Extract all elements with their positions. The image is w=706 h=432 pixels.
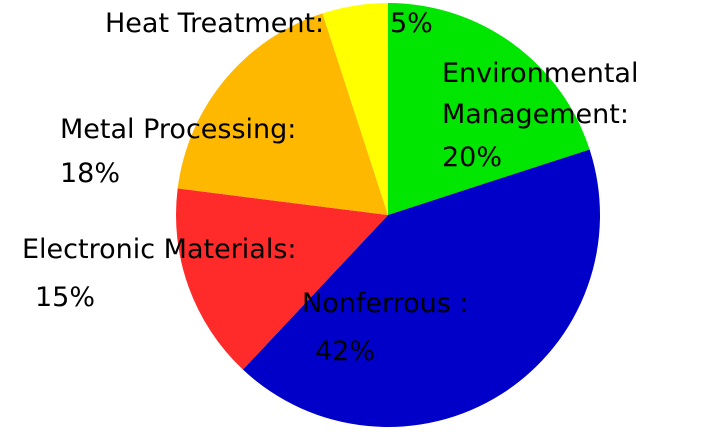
label-line: Heat Treatment:: [105, 8, 324, 39]
value-label: 5%: [390, 8, 433, 39]
label-line: Environmental: [442, 58, 647, 89]
pie-slice: [177, 13, 388, 215]
value-label: 18%: [60, 158, 120, 189]
value-label: 42%: [315, 336, 375, 367]
slice-label: Electronic Materials:: [22, 234, 297, 265]
label-line: Metal Processing:: [60, 114, 296, 145]
label-line: Electronic Materials:: [22, 234, 297, 265]
label-line: Management:: [442, 99, 629, 130]
slice-label: Nonferrous :: [302, 288, 468, 319]
slice-label: Metal Processing:: [60, 114, 296, 145]
pie-slice: [388, 3, 590, 215]
slice-label: Heat Treatment:: [105, 8, 324, 39]
pie-slice: [242, 149, 600, 427]
slice-label: Environmental Management:: [442, 58, 647, 130]
pie-slice: [176, 188, 388, 370]
label-line: Nonferrous :: [302, 288, 468, 319]
value-label: 15%: [35, 282, 95, 313]
pie-slice: [322, 3, 388, 215]
value-label: 20%: [442, 142, 502, 173]
